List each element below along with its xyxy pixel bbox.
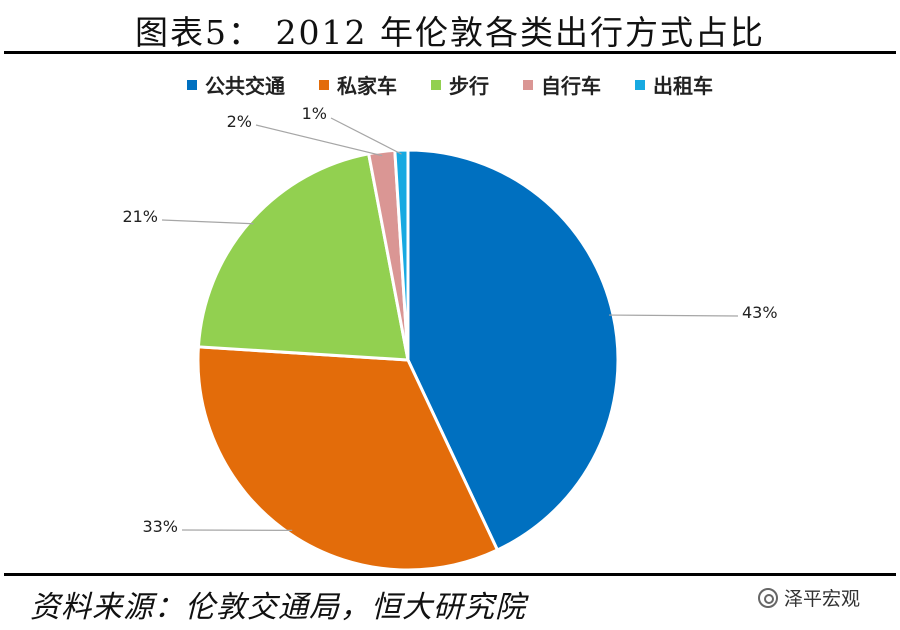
data-label-3: 2%	[227, 112, 252, 131]
top-rule	[4, 51, 896, 54]
leader-line-0	[609, 314, 739, 317]
legend-swatch	[431, 79, 441, 90]
leader-line-2	[161, 219, 254, 225]
legend-label: 出租车	[653, 74, 713, 98]
legend: 公共交通 私家车 步行 自行车 出租车	[0, 70, 900, 99]
legend-label: 公共交通	[205, 74, 285, 98]
bottom-rule	[4, 573, 896, 576]
watermark-text: 泽平宏观	[784, 588, 861, 610]
source-note: 资料来源：伦敦交通局，恒大研究院	[30, 590, 526, 625]
data-label-4: 1%	[302, 104, 327, 123]
legend-item-bicycle: 自行车	[523, 70, 601, 99]
watermark: 泽平宏观	[758, 584, 860, 611]
leader-line-3	[255, 124, 383, 157]
legend-swatch	[523, 79, 533, 90]
leader-line-4	[330, 117, 402, 155]
legend-swatch	[635, 79, 645, 90]
legend-item-car: 私家车	[319, 70, 397, 99]
legend-label: 私家车	[337, 74, 397, 98]
legend-swatch	[319, 79, 329, 90]
legend-item-taxi: 出租车	[635, 70, 713, 99]
data-label-1: 33%	[142, 517, 178, 536]
legend-swatch	[187, 79, 197, 90]
legend-item-walking: 步行	[431, 70, 489, 99]
pie-slice-0	[406, 148, 620, 553]
data-label-2: 21%	[122, 207, 158, 226]
legend-label: 自行车	[541, 74, 601, 98]
legend-label: 步行	[449, 74, 489, 98]
chart-title: 图表5： 2012 年伦敦各类出行方式占比	[135, 13, 765, 52]
data-label-0: 43%	[742, 303, 778, 322]
wechat-icon	[758, 587, 778, 608]
legend-item-public-transport: 公共交通	[187, 70, 285, 99]
pie-slice-1	[196, 345, 500, 572]
pie-slice-2	[196, 151, 410, 362]
